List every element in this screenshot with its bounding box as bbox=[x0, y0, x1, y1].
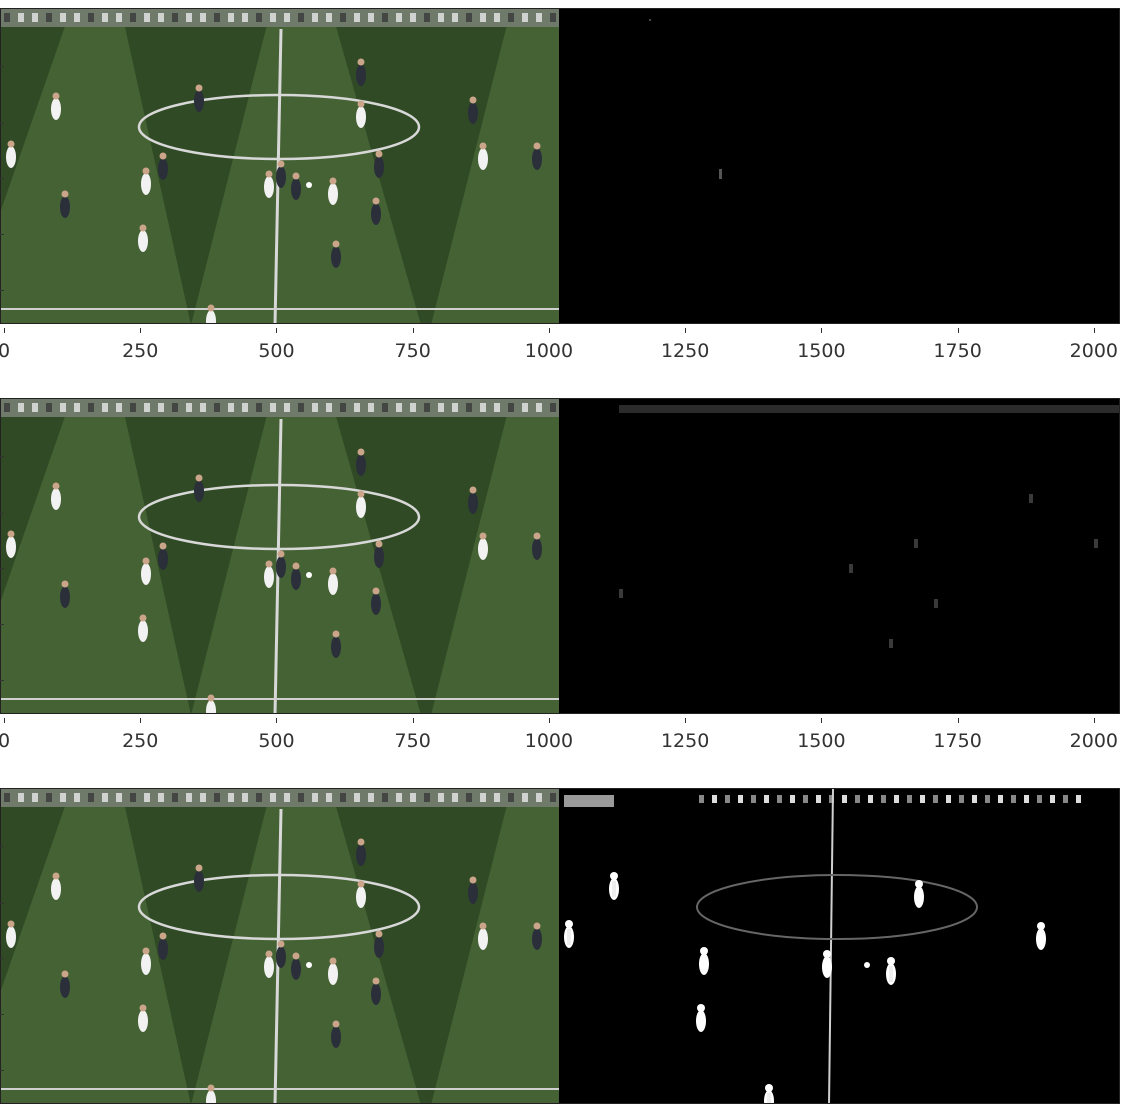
x-tick-label: 2000 bbox=[1070, 340, 1118, 362]
image-frame bbox=[0, 788, 1120, 1104]
x-tick-label: 250 bbox=[122, 340, 158, 362]
pitch-image bbox=[1, 9, 641, 324]
x-tick bbox=[4, 328, 5, 333]
x-tick-label: 0 bbox=[0, 340, 10, 362]
x-tick-label: 2000 bbox=[1070, 730, 1118, 752]
y-tick bbox=[0, 846, 4, 847]
y-tick bbox=[0, 1070, 4, 1071]
y-tick bbox=[0, 290, 4, 291]
y-tick bbox=[0, 680, 4, 681]
x-tick bbox=[549, 718, 550, 723]
y-tick bbox=[0, 66, 4, 67]
x-tick bbox=[413, 328, 414, 333]
x-tick bbox=[685, 328, 686, 333]
x-tick-label: 1750 bbox=[933, 730, 981, 752]
y-tick bbox=[0, 1014, 4, 1015]
x-axis: 0 250 500 750 1000 1250 1500 1750 2000 bbox=[0, 718, 1122, 752]
y-tick bbox=[0, 234, 4, 235]
ball bbox=[306, 182, 312, 188]
x-axis: 0 250 500 750 1000 1250 1500 1750 2000 bbox=[0, 328, 1122, 362]
foreground-mask bbox=[559, 9, 1120, 324]
x-tick bbox=[821, 328, 822, 333]
ball bbox=[306, 572, 312, 578]
y-tick bbox=[0, 123, 4, 124]
x-tick bbox=[958, 718, 959, 723]
foreground-mask bbox=[559, 399, 1120, 714]
y-tick bbox=[0, 456, 4, 457]
x-tick bbox=[821, 718, 822, 723]
x-tick bbox=[1094, 718, 1095, 723]
x-tick-label: 1500 bbox=[797, 730, 845, 752]
x-tick bbox=[4, 718, 5, 723]
pitch-image bbox=[1, 399, 641, 714]
x-tick-label: 1250 bbox=[661, 730, 709, 752]
x-tick bbox=[276, 328, 277, 333]
y-tick bbox=[0, 513, 4, 514]
image-frame bbox=[0, 398, 1120, 714]
y-tick bbox=[0, 624, 4, 625]
x-tick-label: 500 bbox=[258, 340, 294, 362]
x-tick-label: 1750 bbox=[933, 340, 981, 362]
x-tick bbox=[140, 328, 141, 333]
x-tick-label: 1000 bbox=[525, 730, 573, 752]
image-frame bbox=[0, 8, 1120, 324]
x-tick bbox=[958, 328, 959, 333]
foreground-mask bbox=[559, 789, 1120, 1104]
x-tick bbox=[413, 718, 414, 723]
y-tick bbox=[0, 568, 4, 569]
x-tick-label: 1000 bbox=[525, 340, 573, 362]
y-tick bbox=[0, 178, 4, 179]
x-tick-label: 250 bbox=[122, 730, 158, 752]
x-tick-label: 1250 bbox=[661, 340, 709, 362]
x-tick bbox=[685, 718, 686, 723]
x-tick-label: 1500 bbox=[797, 340, 845, 362]
y-tick bbox=[0, 958, 4, 959]
x-tick bbox=[549, 328, 550, 333]
x-tick bbox=[140, 718, 141, 723]
x-tick bbox=[276, 718, 277, 723]
y-tick bbox=[0, 903, 4, 904]
pitch-image bbox=[1, 789, 641, 1104]
x-tick-label: 500 bbox=[258, 730, 294, 752]
x-tick bbox=[1094, 328, 1095, 333]
x-tick-label: 750 bbox=[395, 730, 431, 752]
x-tick-label: 750 bbox=[395, 340, 431, 362]
ball bbox=[306, 962, 312, 968]
x-tick-label: 0 bbox=[0, 730, 10, 752]
